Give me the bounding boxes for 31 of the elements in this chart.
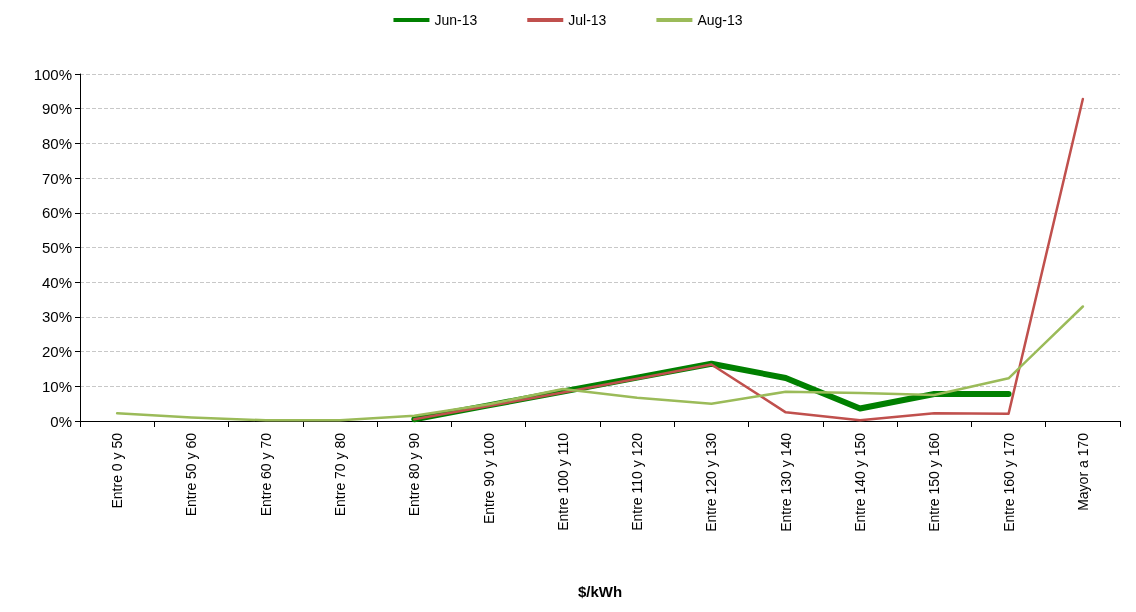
x-tick-label: Entre 60 y 70	[257, 432, 274, 517]
x-tick-label: Entre 160 y 170	[1000, 432, 1017, 532]
x-tick-label: Entre 120 y 130	[703, 432, 720, 532]
y-tick-label: 30%	[41, 308, 72, 326]
x-tick-label: Entre 80 y 90	[406, 432, 423, 517]
y-tick-label: 70%	[41, 169, 72, 187]
x-tick-label: Entre 0 y 50	[109, 432, 126, 509]
x-tick-label: Entre 150 y 160	[926, 432, 943, 532]
y-tick-label: 20%	[41, 343, 72, 361]
y-tick-label: 90%	[41, 100, 72, 118]
y-tick-label: 40%	[41, 273, 72, 291]
y-tick-label: 60%	[41, 204, 72, 222]
x-tick-label: Entre 140 y 150	[852, 432, 868, 532]
x-tick-label: Entre 50 y 60	[183, 432, 200, 517]
y-tick-label: 80%	[41, 134, 72, 152]
legend-label: Jun-13	[434, 12, 478, 28]
y-tick-label: 10%	[41, 377, 72, 395]
y-tick-label: 50%	[41, 239, 72, 256]
line-series	[115, 305, 1085, 422]
y-tick-label: 0%	[50, 412, 72, 430]
y-tick-label: 100%	[33, 65, 72, 83]
x-tick-label: Entre 90 y 100	[480, 432, 497, 525]
x-tick-label: Entre 110 y 120	[629, 432, 646, 531]
x-tick-label: Entre 130 y 140	[777, 432, 794, 532]
x-tick-label: Entre 70 y 80	[332, 432, 348, 517]
line-series	[413, 97, 1085, 422]
legend-label: Aug-13	[697, 12, 743, 28]
x-tick-label: Mayor a 170	[1074, 432, 1091, 511]
x-tick-label: Entre 100 y 110	[554, 432, 571, 531]
legend-label: Jul-13	[568, 12, 607, 28]
x-axis-title: $/kWh	[577, 583, 623, 600]
